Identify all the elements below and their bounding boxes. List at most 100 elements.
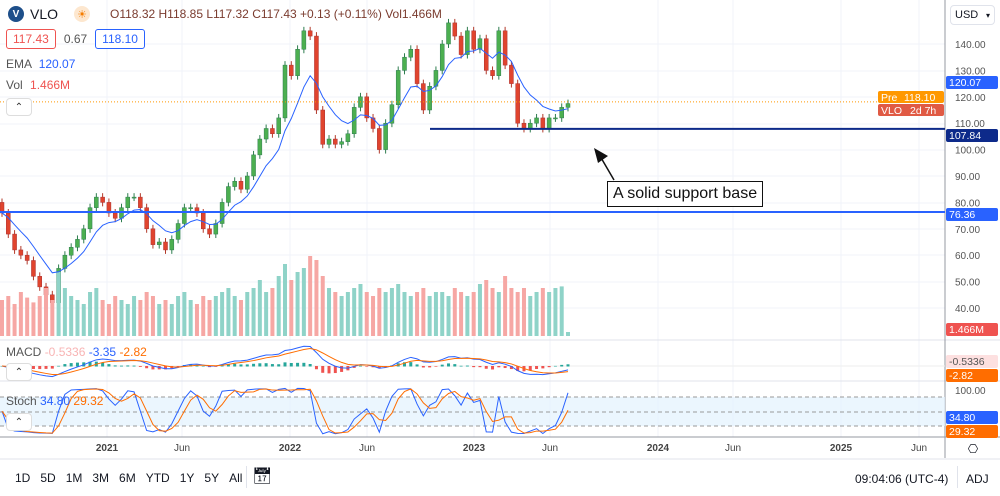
candle-body — [37, 276, 42, 288]
volume-bar — [163, 300, 168, 336]
macd-line — [1, 345, 569, 378]
currency-value: USD — [955, 9, 979, 21]
open-value: O118.32 — [110, 7, 156, 21]
candle-body — [521, 122, 527, 129]
stoch-k-value: 34.80 — [40, 394, 71, 408]
volume-bar — [50, 300, 55, 336]
collapse-macd-button[interactable]: ⌃ — [6, 363, 32, 381]
stoch-d-badge: 29.32 — [946, 425, 998, 438]
stoch-k-badge: 34.80 — [946, 411, 998, 424]
range-button-1d[interactable]: 1D — [15, 471, 31, 485]
candle-body — [182, 207, 187, 224]
candle-body — [207, 228, 212, 235]
macd-histogram-bar — [365, 366, 369, 367]
macd-histogram-bar — [44, 366, 48, 369]
macd-badge-bg — [946, 355, 998, 368]
macd-signal-badge: -2.82 — [946, 369, 998, 382]
volume-bar — [150, 296, 155, 336]
sell-price-button[interactable]: 117.43 — [6, 29, 56, 49]
volume-bar — [157, 304, 162, 336]
symbol-name[interactable]: VLO — [30, 6, 59, 22]
go-to-date-calendar-icon[interactable]: 📅︎ — [252, 468, 273, 485]
volume-bar — [427, 296, 432, 336]
range-button-ytd[interactable]: YTD — [145, 471, 170, 485]
macd-histogram-bar — [314, 366, 318, 370]
volume-bar — [490, 288, 495, 336]
candle-body — [295, 49, 300, 76]
volume-bar — [440, 292, 445, 336]
ema-line — [1, 47, 569, 274]
macd-label: MACD — [6, 345, 42, 359]
range-button-3m[interactable]: 3M — [92, 471, 110, 485]
annotation-text[interactable]: A solid support base — [607, 181, 764, 207]
ema-price-badge-text: 120.07 — [949, 77, 981, 89]
volume-bar — [314, 260, 319, 336]
adjust-data-button[interactable]: ADJ — [966, 472, 989, 486]
volume-legend-value: 1.466M — [30, 78, 71, 92]
volume-label: Vol — [6, 78, 23, 92]
price-tick-label: 110.00 — [955, 119, 985, 130]
volume-bar — [138, 300, 143, 336]
chart-settings-gear-icon[interactable]: ⎔ — [967, 442, 979, 456]
macd-histogram-bar — [88, 361, 92, 367]
stoch-legend[interactable]: Stoch 34.80 29.32 — [6, 394, 103, 408]
time-tick-label: Jun — [911, 443, 927, 454]
volume-bar — [31, 302, 36, 336]
volume-legend[interactable]: Vol 1.466M — [6, 78, 70, 92]
range-toolbar: 1D 5D 1M 3M 6M YTD 1Y 5Y All — [10, 471, 247, 485]
macd-histogram-bar — [220, 365, 224, 367]
volume-bar — [452, 288, 457, 336]
candle-body — [389, 104, 395, 124]
candle-body — [289, 64, 294, 76]
macd-histogram-bar — [434, 366, 438, 367]
volume-bar — [383, 292, 388, 336]
clock-timezone[interactable]: 09:04:06 (UTC-4) — [855, 472, 949, 486]
candle-body — [509, 64, 514, 84]
annotation-arrow — [599, 155, 615, 181]
macd-histogram-bar — [409, 362, 413, 367]
macd-histogram-bar — [252, 363, 256, 367]
candle-body — [226, 186, 231, 203]
volume-bar — [459, 292, 464, 336]
volume-bar — [402, 292, 407, 336]
candles — [0, 18, 571, 336]
buy-price-button[interactable]: 118.10 — [95, 29, 145, 49]
macd-histogram-bar — [503, 366, 507, 369]
premarket-price-text: 118.10 — [904, 92, 935, 104]
ema-legend[interactable]: EMA 120.07 — [6, 57, 75, 71]
candle-body — [150, 228, 156, 245]
volume-bar — [465, 296, 470, 336]
macd-histogram-bar — [566, 364, 570, 367]
macd-histogram-bar — [126, 365, 130, 367]
macd-histogram-bar — [421, 366, 425, 368]
range-button-5y[interactable]: 5Y — [204, 471, 220, 485]
macd-histogram-bar — [75, 362, 79, 367]
macd-histogram-bar — [63, 364, 67, 367]
ema-label: EMA — [6, 57, 32, 71]
range-button-6m[interactable]: 6M — [119, 471, 136, 485]
macd-histogram-bar — [553, 365, 557, 367]
candle-body — [144, 207, 149, 230]
volume-bar — [62, 288, 67, 336]
macd-signal-value: -2.82 — [119, 345, 147, 359]
volume-bar — [339, 296, 344, 336]
candle-body — [377, 128, 382, 150]
volume-bar — [207, 300, 212, 336]
candle-body — [320, 109, 325, 145]
macd-histogram-bar — [302, 362, 306, 367]
time-tick-label: 2021 — [96, 443, 119, 454]
candle-body — [213, 223, 219, 235]
range-button-5d[interactable]: 5D — [40, 471, 56, 485]
macd-signal-badge-bg — [946, 369, 998, 382]
currency-select[interactable]: USD ▾ — [950, 5, 995, 25]
macd-histogram-bar — [333, 366, 337, 374]
macd-legend[interactable]: MACD -0.5336 -3.35 -2.82 — [6, 345, 147, 359]
collapse-legend-button[interactable]: ⌃ — [6, 98, 32, 116]
range-button-all[interactable]: All — [229, 471, 243, 485]
candle-body — [18, 249, 24, 256]
collapse-stoch-button[interactable]: ⌃ — [6, 413, 32, 431]
range-button-1m[interactable]: 1M — [65, 471, 83, 485]
range-button-1y[interactable]: 1Y — [179, 471, 195, 485]
volume-bar — [213, 296, 218, 336]
